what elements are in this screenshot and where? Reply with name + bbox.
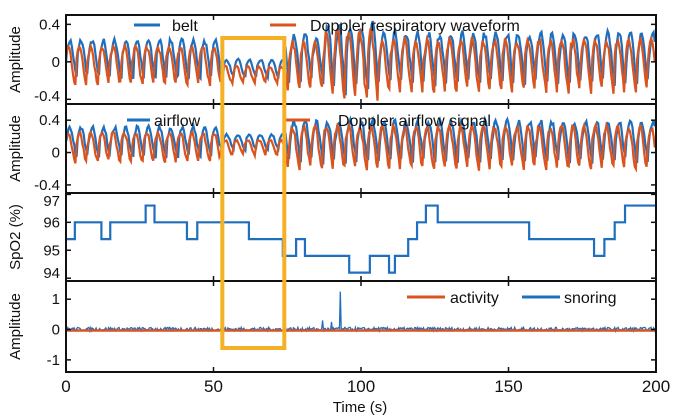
legend-panel-4: activity snoring xyxy=(407,290,616,307)
series-line-spo2 xyxy=(66,204,656,274)
y-tick-label: 1 xyxy=(52,291,60,308)
x-axis-label: Time (s) xyxy=(333,399,387,416)
y-tick-label: 0 xyxy=(52,145,60,162)
legend-airflow: airflow xyxy=(154,113,201,130)
legend-panel-1: belt Doppler respiratory waveform xyxy=(134,18,520,35)
series-group xyxy=(66,115,656,173)
series-line-airflow xyxy=(66,115,656,165)
y-tick-label: -0.4 xyxy=(34,177,60,194)
y-tick-label: 0.4 xyxy=(39,112,60,129)
y-tick-label: -1 xyxy=(47,352,60,369)
panel-spo2: 97 96 95 94 SpO2 (%) xyxy=(7,192,657,282)
y-axis-label: SpO2 (%) xyxy=(7,204,24,270)
legend-belt: belt xyxy=(172,18,198,35)
y-tick-label: 0 xyxy=(52,322,60,339)
y-tick-label: 95 xyxy=(43,242,60,259)
y-tick-label: 96 xyxy=(43,214,60,231)
panel-activity-snoring: 1 0 -1 Amplitude xyxy=(7,280,657,373)
series-line-doppler-respiratory-waveform xyxy=(66,27,656,101)
y-axis-label: Amplitude xyxy=(7,293,24,360)
y-tick-label: 94 xyxy=(43,265,60,282)
x-tick-label: 150 xyxy=(494,377,522,396)
series-group xyxy=(66,204,656,274)
legend-doppler-respiratory: Doppler respiratory waveform xyxy=(310,18,520,35)
y-tick-label: 0 xyxy=(52,54,60,71)
x-tick-label: 200 xyxy=(642,377,670,396)
series-group xyxy=(66,20,656,101)
y-axis-label: Amplitude xyxy=(7,115,24,182)
y-tick-label: -0.4 xyxy=(34,88,60,105)
legend-snoring: snoring xyxy=(564,290,616,307)
series-line-doppler-airflow-signal xyxy=(66,121,656,173)
x-tick-label: 0 xyxy=(61,377,70,396)
x-tick-label: 50 xyxy=(204,377,223,396)
y-tick-label: 97 xyxy=(43,193,60,210)
legend-activity: activity xyxy=(450,290,499,307)
highlight-box xyxy=(220,36,287,350)
panel-airflow: 0.4 0 -0.4 Amplitude xyxy=(7,103,657,194)
x-tick-label: 100 xyxy=(347,377,375,396)
legend-doppler-airflow: Doppler airflow signal xyxy=(338,113,491,130)
series-group xyxy=(66,291,656,334)
y-axis-label: Amplitude xyxy=(7,26,24,93)
legend-panel-2: airflow Doppler airflow signal xyxy=(127,113,491,130)
y-tick-label: 0.4 xyxy=(39,16,60,33)
